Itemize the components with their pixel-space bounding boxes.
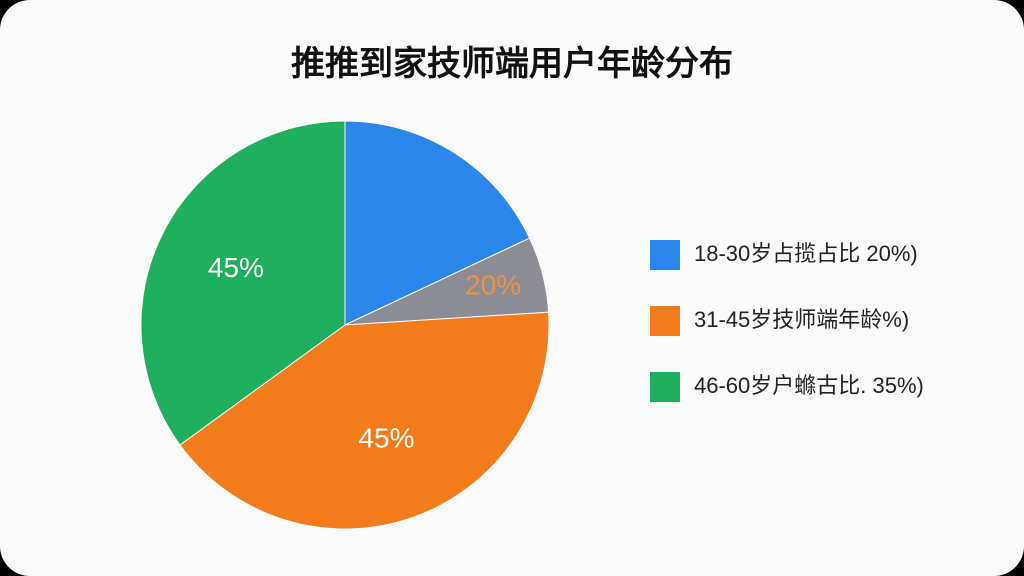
pie-slice xyxy=(344,120,531,326)
legend-label: 46-60岁户螩古比. 35%) xyxy=(694,373,924,398)
legend-label: 31-45岁技师端年龄%) xyxy=(694,307,909,332)
legend-swatch xyxy=(650,306,680,336)
legend-swatch xyxy=(650,240,680,270)
slice-label: 45% xyxy=(208,252,264,283)
legend-label: 18-30岁占揽占比 20%) xyxy=(694,241,918,266)
slice-label: 20% xyxy=(465,269,521,300)
legend-swatch xyxy=(650,372,680,402)
chart-title: 推推到家技师端用户年龄分布 xyxy=(291,45,733,83)
pie-slice xyxy=(140,120,346,446)
pie-slice xyxy=(179,311,550,530)
slice-label: 45% xyxy=(358,423,414,454)
